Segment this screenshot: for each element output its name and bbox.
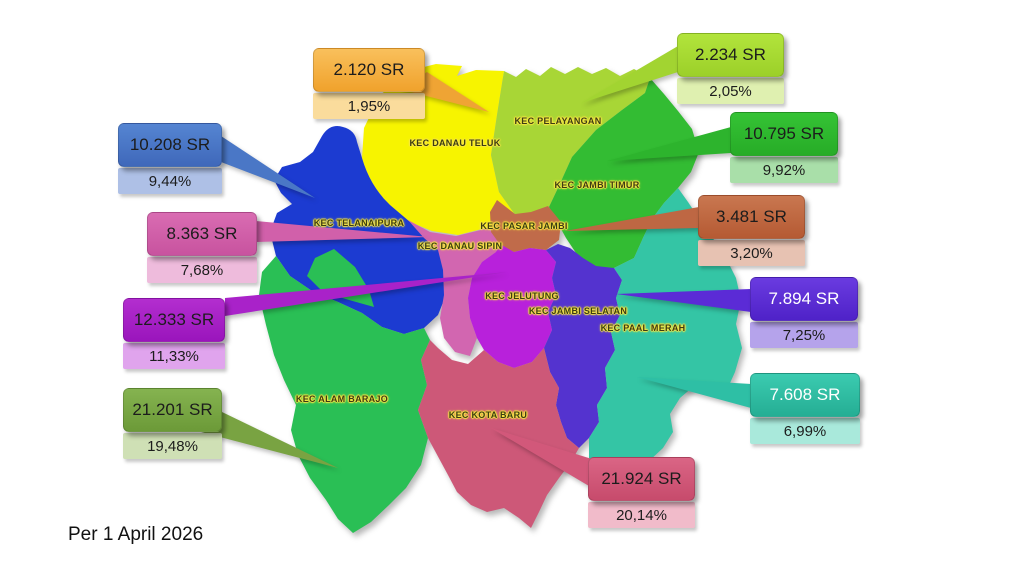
leader-kec-paal-merah [637,377,751,408]
callout-kec-jambi-selatan: 7.894 SR 7,25% [750,277,858,348]
callout-value: 21.924 SR [588,457,695,501]
region-kec-kota-baru [418,340,579,528]
callout-kec-kota-baru: 21.924 SR 20,14% [588,457,695,528]
leader-kec-pasar-jambi [565,207,699,231]
callout-kec-jambi-timur: 10.795 SR 9,92% [730,112,838,183]
map-label-kec-danau-teluk: KEC DANAU TELUK [409,138,501,148]
region-kec-jelutung [468,244,556,368]
callout-kec-telanaipura: 10.208 SR 9,44% [118,123,222,194]
leader-kec-telanaipura [221,136,315,198]
callout-value: 12.333 SR [123,298,225,342]
map-label-kec-kota-baru: KEC KOTA BARU [448,410,528,420]
callout-percent: 11,33% [123,343,225,369]
callout-kec-pelayangan: 2.234 SR 2,05% [677,33,784,104]
map-label-kec-paal-merah: KEC PAAL MERAH [600,323,686,333]
callout-kec-danau-teluk: 2.120 SR 1,95% [313,48,425,119]
callout-kec-alam-barajo: 21.201 SR 19,48% [123,388,222,459]
region-kec-jambi-selatan [544,244,622,448]
as-of-date-label: Per 1 April 2026 [68,524,204,545]
callout-value: 7.608 SR [750,373,860,417]
leader-kec-danau-sipin [256,221,429,242]
region-kec-alam-barajo [259,256,430,533]
leader-kec-kota-baru [491,428,592,486]
callout-percent: 20,14% [588,502,695,528]
leader-kec-jambi-timur [607,127,731,161]
region-kec-pelayangan [491,67,650,216]
callout-percent: 1,95% [313,93,425,119]
map-label-kec-pasar-jambi: KEC PASAR JAMBI [480,221,568,231]
callout-percent: 9,44% [118,168,222,194]
leader-kec-jambi-selatan [616,289,751,312]
callout-percent: 7,68% [147,257,257,283]
leader-kec-alam-barajo [201,412,338,468]
callout-percent: 3,20% [698,240,805,266]
callout-kec-danau-sipin: 8.363 SR 7,68% [147,212,257,283]
map-label-kec-alam-barajo: KEC ALAM BARAJO [295,394,389,404]
region-kec-danau-sipin [408,220,500,356]
region-kec-jambi-timur [549,78,699,268]
callout-percent: 19,48% [123,433,222,459]
callout-value: 2.120 SR [313,48,425,92]
callout-percent: 9,92% [730,157,838,183]
leader-kec-pelayangan [581,46,678,103]
leader-kec-jelutung [225,272,507,316]
callout-percent: 6,99% [750,418,860,444]
callout-kec-paal-merah: 7.608 SR 6,99% [750,373,860,444]
map-label-kec-pelayangan: KEC PELAYANGAN [514,116,602,126]
callout-percent: 2,05% [677,78,784,104]
callout-value: 10.208 SR [118,123,222,167]
region-kec-pasar-jambi [490,200,561,252]
callout-value: 8.363 SR [147,212,257,256]
map-label-kec-telanaipura: KEC TELANAIPURA [313,218,405,228]
callout-value: 3.481 SR [698,195,805,239]
callout-value: 10.795 SR [730,112,838,156]
callout-kec-pasar-jambi: 3.481 SR 3,20% [698,195,805,266]
map-label-kec-jelutung: KEC JELUTUNG [485,291,559,301]
map-label-kec-jambi-timur: KEC JAMBI TIMUR [554,180,640,190]
map-label-kec-jambi-selatan: KEC JAMBI SELATAN [528,306,628,316]
callout-kec-jelutung: 12.333 SR 11,33% [123,298,225,369]
callout-value: 21.201 SR [123,388,222,432]
callout-value: 7.894 SR [750,277,858,321]
callout-percent: 7,25% [750,322,858,348]
map-label-kec-danau-sipin: KEC DANAU SIPIN [417,241,503,251]
callout-value: 2.234 SR [677,33,784,77]
